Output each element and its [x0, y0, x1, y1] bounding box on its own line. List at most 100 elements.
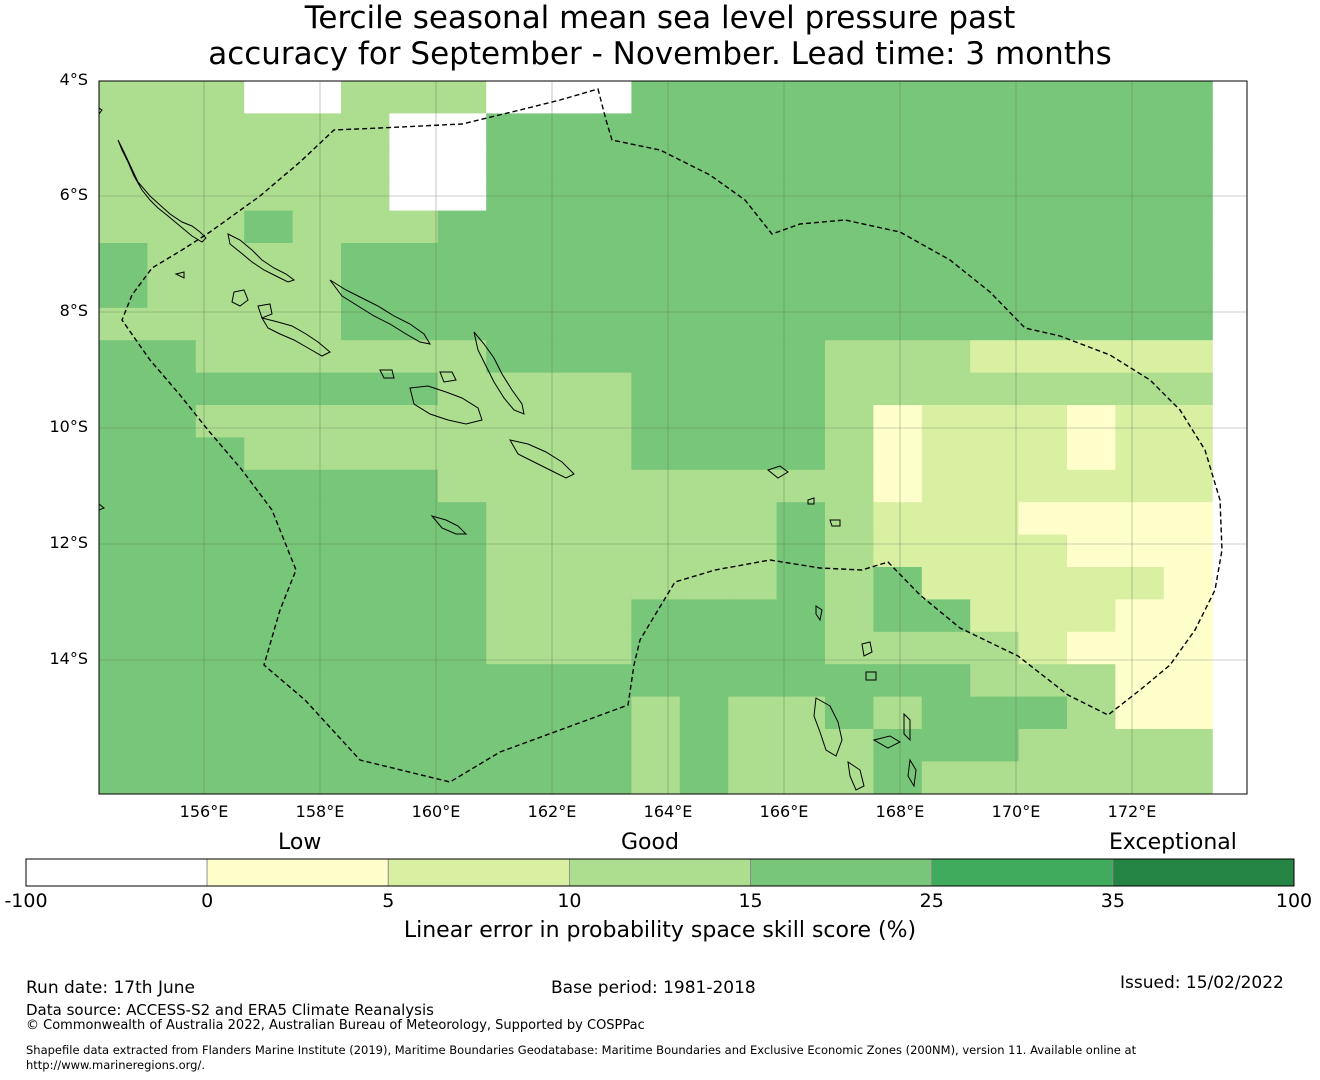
skill-cell — [728, 405, 778, 438]
skill-cell — [1163, 243, 1213, 276]
skill-cell — [292, 729, 342, 762]
skill-cell — [195, 145, 245, 179]
skill-cell — [825, 178, 874, 212]
skill-cell — [631, 761, 681, 794]
skill-cell — [99, 307, 148, 341]
skill-cell — [486, 437, 536, 471]
skill-cell — [679, 534, 729, 568]
skill-cell — [776, 469, 826, 503]
skill-cell — [147, 761, 197, 794]
skill-cell — [534, 81, 584, 114]
skill-cell — [825, 631, 874, 665]
skill-cell — [1163, 631, 1213, 665]
skill-cell — [244, 469, 294, 503]
skill-cell — [583, 534, 632, 568]
skill-cell — [1115, 729, 1165, 762]
skill-cell — [389, 178, 439, 212]
skill-cell — [970, 145, 1020, 179]
colorbar-tick-label: 100 — [1275, 890, 1313, 912]
skill-cell — [437, 534, 487, 568]
skill-cell — [825, 761, 874, 794]
skill-cell — [631, 534, 681, 568]
skill-cell — [825, 243, 874, 276]
island-espiritu-santo — [813, 697, 843, 757]
skill-cell — [970, 567, 1020, 600]
skill-cell — [873, 599, 923, 633]
skill-cell — [776, 145, 826, 179]
skill-cell — [99, 437, 148, 471]
skill-cell — [679, 469, 729, 503]
skill-cell — [534, 307, 584, 341]
skill-cell — [244, 145, 294, 179]
skill-cell — [631, 729, 681, 762]
skill-cell — [1018, 145, 1068, 179]
skill-cell — [1067, 761, 1116, 794]
skill-cell — [1067, 599, 1116, 633]
skill-cell — [1018, 631, 1068, 665]
skill-cell — [437, 340, 487, 374]
skill-grid — [99, 81, 1213, 794]
skill-cell — [486, 729, 536, 762]
skill-cell — [873, 664, 923, 698]
colorbar-segment — [569, 858, 751, 887]
colorbar-segment — [1112, 858, 1295, 887]
skill-cell — [1018, 664, 1068, 698]
skill-cell — [486, 599, 536, 633]
skill-cell — [1067, 243, 1116, 276]
skill-cell — [534, 405, 584, 438]
skill-cell — [437, 761, 487, 794]
skill-cell — [486, 696, 536, 730]
latitude-label: 12°S — [49, 533, 88, 552]
skill-cell — [147, 210, 197, 244]
skill-cell — [583, 664, 632, 698]
skill-cell — [631, 405, 681, 438]
map-title-line-2: accuracy for September - November. Lead … — [208, 36, 1112, 72]
skill-cell — [1163, 761, 1213, 794]
skill-cell — [583, 469, 632, 503]
data-source: Data source: ACCESS-S2 and ERA5 Climate … — [26, 1001, 434, 1019]
colorbar — [25, 858, 1295, 887]
colorbar-segment — [750, 858, 933, 887]
skill-cell — [244, 405, 294, 438]
skill-cell — [631, 696, 681, 730]
skill-cell — [292, 340, 342, 374]
skill-cell — [1115, 243, 1165, 276]
skill-cell — [147, 469, 197, 503]
colorbar-segment — [25, 858, 208, 887]
skill-cell — [1163, 534, 1213, 568]
skill-cell — [1163, 405, 1213, 438]
skill-cell — [341, 145, 390, 179]
skill-cell — [970, 761, 1020, 794]
skill-cell — [679, 307, 729, 341]
skill-cell — [728, 437, 778, 471]
skill-cell — [679, 761, 729, 794]
skill-cell — [679, 210, 729, 244]
skill-cell — [679, 372, 729, 406]
skill-cell — [825, 729, 874, 762]
colorbar-label: Linear error in probability space skill … — [403, 918, 917, 943]
skill-cell — [292, 145, 342, 179]
skill-cell — [728, 113, 778, 147]
island-west-edge — [99, 107, 103, 115]
skill-cell — [195, 178, 245, 212]
skill-cell — [825, 372, 874, 406]
skill-cell — [679, 729, 729, 762]
skill-cell — [147, 534, 197, 568]
skill-cell — [583, 761, 632, 794]
skill-cell — [921, 210, 971, 244]
skill-cell — [631, 113, 681, 147]
skill-cell — [776, 664, 826, 698]
longitude-label: 162°E — [527, 802, 577, 821]
skill-cell — [486, 664, 536, 698]
skill-cell — [195, 113, 245, 147]
skill-cell — [1115, 275, 1165, 309]
category-exceptional: Exceptional — [1109, 830, 1237, 855]
skill-cell — [534, 502, 584, 536]
skill-cell — [341, 243, 390, 276]
latitude-label: 14°S — [49, 649, 88, 668]
longitude-label: 170°E — [991, 802, 1041, 821]
skill-cell — [825, 437, 874, 471]
issued-date: Issued: 15/02/2022 — [1120, 973, 1284, 993]
skill-cell — [99, 599, 148, 633]
skill-cell — [921, 599, 971, 633]
